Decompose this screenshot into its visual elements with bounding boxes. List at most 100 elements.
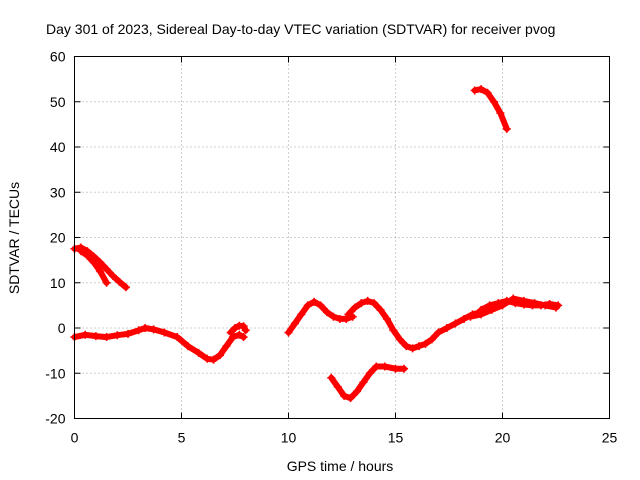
- data-point: [149, 325, 158, 334]
- data-point: [323, 308, 332, 317]
- data-point: [183, 342, 192, 351]
- series-arc-6: [344, 296, 486, 353]
- data-point: [470, 86, 479, 95]
- series-arc-9: [327, 362, 409, 403]
- data-point: [160, 328, 169, 337]
- y-tick-label: 40: [50, 139, 66, 155]
- data-point: [241, 326, 250, 335]
- data-point: [502, 124, 511, 133]
- data-point: [89, 258, 98, 267]
- data-point: [96, 267, 105, 276]
- y-tick-label: 50: [50, 94, 66, 110]
- data-point: [141, 324, 150, 332]
- axis-ticks: 0 5 10 15 20 25 -20 -10 0 10 20 30 40 50 60: [45, 49, 617, 446]
- data-point: [310, 297, 319, 306]
- data-point: [284, 328, 293, 337]
- y-tick-label: 60: [50, 49, 66, 65]
- data-point: [382, 314, 391, 323]
- data-point: [109, 271, 118, 280]
- data-point: [365, 369, 374, 378]
- data-point: [352, 387, 361, 396]
- x-axis-label: GPS time / hours: [287, 458, 394, 474]
- data-point: [496, 109, 505, 118]
- data-point: [451, 319, 460, 328]
- data-point: [350, 303, 359, 312]
- data-point: [113, 331, 122, 340]
- data-point: [203, 354, 212, 363]
- data-point: [552, 303, 560, 312]
- data-point: [340, 391, 349, 400]
- data-point: [376, 305, 385, 314]
- data-point: [370, 299, 379, 308]
- x-tick-label: 0: [71, 430, 79, 446]
- y-tick-label: -20: [45, 411, 65, 427]
- data-point: [391, 364, 400, 373]
- data-point: [83, 251, 92, 260]
- data-point: [290, 319, 299, 328]
- data-point: [519, 296, 528, 305]
- data-point: [372, 362, 381, 371]
- data-point: [359, 378, 368, 387]
- data-point: [226, 328, 235, 337]
- y-tick-label: 30: [50, 184, 66, 200]
- data-point: [400, 364, 409, 373]
- data-point: [357, 299, 366, 308]
- data-point: [102, 265, 111, 274]
- data-point: [216, 351, 225, 360]
- data-point: [389, 326, 398, 335]
- chart-title: Day 301 of 2023, Sidereal Day-to-day VTE…: [46, 21, 555, 37]
- data-point: [239, 322, 248, 331]
- data-point: [498, 301, 507, 310]
- data-point: [121, 283, 130, 292]
- data-points: [70, 85, 563, 403]
- data-point: [395, 335, 404, 344]
- data-point: [442, 324, 451, 332]
- data-point: [408, 344, 417, 353]
- data-point: [239, 333, 248, 342]
- data-point: [303, 301, 312, 310]
- series-trace: [345, 297, 485, 352]
- data-point: [427, 335, 436, 344]
- data-point: [102, 278, 111, 287]
- data-point: [115, 277, 124, 286]
- data-point: [76, 247, 85, 256]
- data-point: [346, 394, 355, 403]
- data-point: [327, 373, 336, 382]
- y-tick-label: 20: [50, 230, 66, 246]
- series-arc-10: [470, 85, 511, 133]
- data-point: [380, 362, 389, 371]
- y-tick-label: -10: [45, 365, 65, 381]
- data-point: [102, 333, 111, 342]
- data-point: [434, 328, 443, 337]
- data-point: [466, 312, 475, 321]
- x-tick-label: 25: [602, 430, 618, 446]
- y-tick-label: 10: [50, 275, 66, 291]
- data-point: [344, 310, 353, 319]
- data-point: [489, 97, 498, 106]
- data-point: [231, 324, 239, 332]
- series-arc-2: [226, 321, 250, 337]
- data-point: [173, 333, 182, 342]
- series-arc-4: [76, 247, 111, 287]
- data-point: [222, 342, 231, 351]
- x-tick-label: 15: [388, 430, 404, 446]
- data-point: [124, 329, 132, 338]
- data-point: [530, 299, 539, 308]
- data-point: [402, 342, 411, 351]
- data-point: [333, 382, 342, 391]
- series-arc-5: [284, 297, 357, 337]
- data-point: [209, 355, 218, 364]
- y-axis-label: SDTVAR / TECUs: [6, 182, 22, 294]
- series-arc-8: [466, 294, 560, 321]
- x-tick-label: 10: [281, 430, 297, 446]
- data-point: [415, 342, 424, 351]
- series-trace: [471, 86, 510, 132]
- series-arc-1: [70, 324, 248, 364]
- y-tick-label: 0: [58, 320, 66, 336]
- data-point: [134, 326, 143, 335]
- data-point: [329, 312, 338, 321]
- data-point: [541, 301, 550, 310]
- data-point: [235, 330, 244, 339]
- x-tick-label: 5: [178, 430, 186, 446]
